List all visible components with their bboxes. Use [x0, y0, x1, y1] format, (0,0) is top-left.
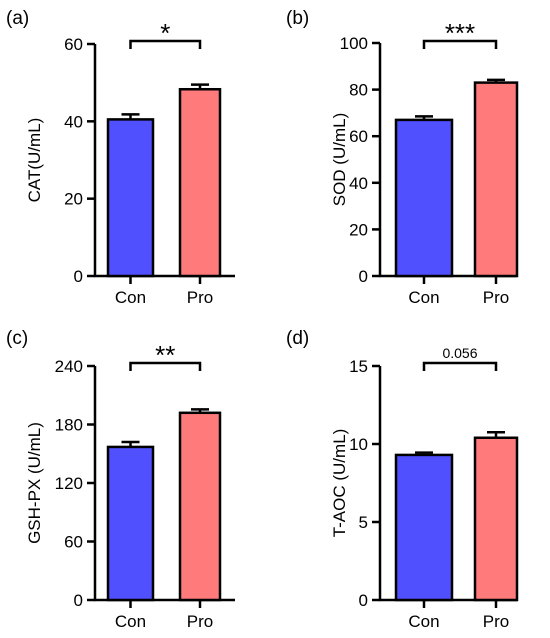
y-tick-label: 10 [349, 435, 368, 454]
x-tick-label: Con [115, 612, 146, 631]
y-tick-label: 0 [359, 591, 368, 610]
x-tick-label: Con [408, 612, 439, 631]
y-tick-label: 40 [64, 112, 83, 131]
y-tick-label: 15 [349, 357, 368, 376]
panel-label: (a) [6, 8, 29, 29]
bar-con [106, 118, 155, 278]
bar-pro [473, 436, 519, 602]
bar-pro [473, 81, 519, 278]
bar-con [394, 453, 454, 602]
significance-label: * [160, 18, 170, 48]
y-tick-label: 240 [55, 357, 83, 376]
bar-con [106, 445, 155, 602]
significance-bracket [422, 39, 498, 49]
significance-bracket [422, 361, 498, 371]
y-axis-label: SOD (U/mL) [330, 113, 349, 207]
panel-catalase: (a) 0 20 40 60 CAT(U/mL) Con Pro * [6, 8, 235, 307]
x-tick-label: Con [408, 288, 439, 307]
significance-label: ** [155, 340, 175, 370]
y-tick-label: 60 [349, 127, 368, 146]
significance-label: 0.056 [442, 345, 477, 361]
panel-gsh-px: (c) 0 60 120 180 240 GSH-PX (U/mL) Con Pro ** [6, 328, 235, 631]
x-tick-label: Pro [187, 612, 213, 631]
y-tick-label: 20 [64, 190, 83, 209]
y-tick-label: 120 [55, 474, 83, 493]
y-axis-label: GSH-PX (U/mL) [25, 422, 44, 544]
y-tick-label: 60 [64, 35, 83, 54]
y-tick-label: 0 [74, 591, 83, 610]
bar-con [394, 118, 454, 278]
y-tick-label: 100 [340, 34, 368, 53]
bar-pro [178, 411, 222, 602]
x-tick-label: Pro [483, 288, 509, 307]
y-tick-label: 5 [359, 513, 368, 532]
panel-t-aoc: (d) 0 5 10 15 T-AOC (U/mL) Con Pro 0.056 [286, 328, 519, 631]
y-tick-label: 20 [349, 220, 368, 239]
panel-label: (d) [286, 328, 309, 349]
y-axis-label: T-AOC (U/mL) [330, 429, 349, 538]
significance-bracket [129, 361, 202, 371]
bar-pro [178, 87, 222, 278]
y-tick-label: 180 [55, 416, 83, 435]
significance-label: *** [445, 18, 475, 48]
y-axis-label: CAT(U/mL) [25, 118, 44, 203]
panel-label: (c) [6, 328, 28, 349]
panel-sod: (b) 0 20 40 60 80 100 SOD (U/mL) Con Pro *** [286, 8, 519, 307]
panel-label: (b) [286, 8, 309, 29]
y-tick-label: 60 [64, 533, 83, 552]
significance-bracket [129, 39, 202, 49]
y-tick-label: 0 [359, 267, 368, 286]
y-tick-label: 80 [349, 81, 368, 100]
x-tick-label: Con [115, 288, 146, 307]
x-tick-label: Pro [483, 612, 509, 631]
y-tick-label: 0 [74, 267, 83, 286]
x-tick-label: Pro [187, 288, 213, 307]
y-tick-label: 40 [349, 174, 368, 193]
